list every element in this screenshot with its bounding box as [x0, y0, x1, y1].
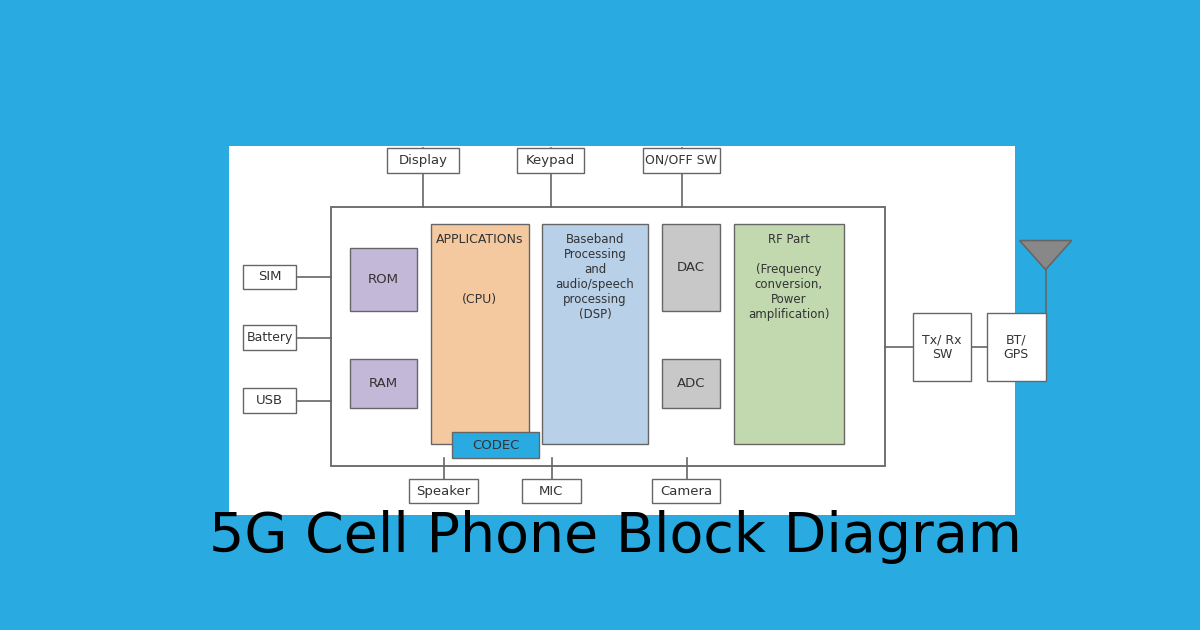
- FancyBboxPatch shape: [431, 224, 528, 444]
- Text: Keypad: Keypad: [527, 154, 576, 167]
- Text: 5G Cell Phone Block Diagram: 5G Cell Phone Block Diagram: [209, 510, 1021, 564]
- FancyBboxPatch shape: [350, 248, 416, 311]
- Text: Tx/ Rx
SW: Tx/ Rx SW: [922, 333, 961, 361]
- Text: CODEC: CODEC: [472, 438, 520, 452]
- Polygon shape: [1020, 241, 1072, 270]
- FancyBboxPatch shape: [350, 359, 416, 408]
- Text: RAM: RAM: [368, 377, 398, 390]
- Text: ROM: ROM: [368, 273, 398, 286]
- Text: Display: Display: [398, 154, 448, 167]
- FancyBboxPatch shape: [986, 313, 1045, 381]
- FancyBboxPatch shape: [653, 479, 720, 503]
- Text: DAC: DAC: [677, 261, 704, 273]
- FancyBboxPatch shape: [661, 224, 720, 311]
- FancyBboxPatch shape: [229, 146, 1015, 515]
- Text: USB: USB: [256, 394, 283, 407]
- Text: APPLICATIONs



(CPU): APPLICATIONs (CPU): [436, 233, 523, 306]
- FancyBboxPatch shape: [522, 479, 581, 503]
- FancyBboxPatch shape: [452, 432, 539, 458]
- FancyBboxPatch shape: [242, 326, 296, 350]
- FancyBboxPatch shape: [408, 479, 479, 503]
- Text: MIC: MIC: [539, 485, 564, 498]
- Text: RF Part

(Frequency
conversion,
Power
amplification): RF Part (Frequency conversion, Power amp…: [748, 233, 829, 321]
- FancyBboxPatch shape: [643, 148, 720, 173]
- FancyBboxPatch shape: [517, 148, 584, 173]
- Text: ON/OFF SW: ON/OFF SW: [646, 154, 718, 167]
- Text: Battery: Battery: [246, 331, 293, 344]
- FancyBboxPatch shape: [331, 207, 884, 466]
- FancyBboxPatch shape: [661, 359, 720, 408]
- FancyBboxPatch shape: [542, 224, 648, 444]
- Text: Baseband
Processing
and
audio/speech
processing
(DSP): Baseband Processing and audio/speech pro…: [556, 233, 635, 321]
- FancyBboxPatch shape: [734, 224, 844, 444]
- Text: SIM: SIM: [258, 270, 281, 284]
- Text: Speaker: Speaker: [416, 485, 470, 498]
- FancyBboxPatch shape: [912, 313, 971, 381]
- Text: ADC: ADC: [677, 377, 706, 390]
- Text: Camera: Camera: [660, 485, 713, 498]
- FancyBboxPatch shape: [242, 265, 296, 289]
- FancyBboxPatch shape: [388, 148, 458, 173]
- Text: BT/
GPS: BT/ GPS: [1003, 333, 1028, 361]
- FancyBboxPatch shape: [242, 389, 296, 413]
